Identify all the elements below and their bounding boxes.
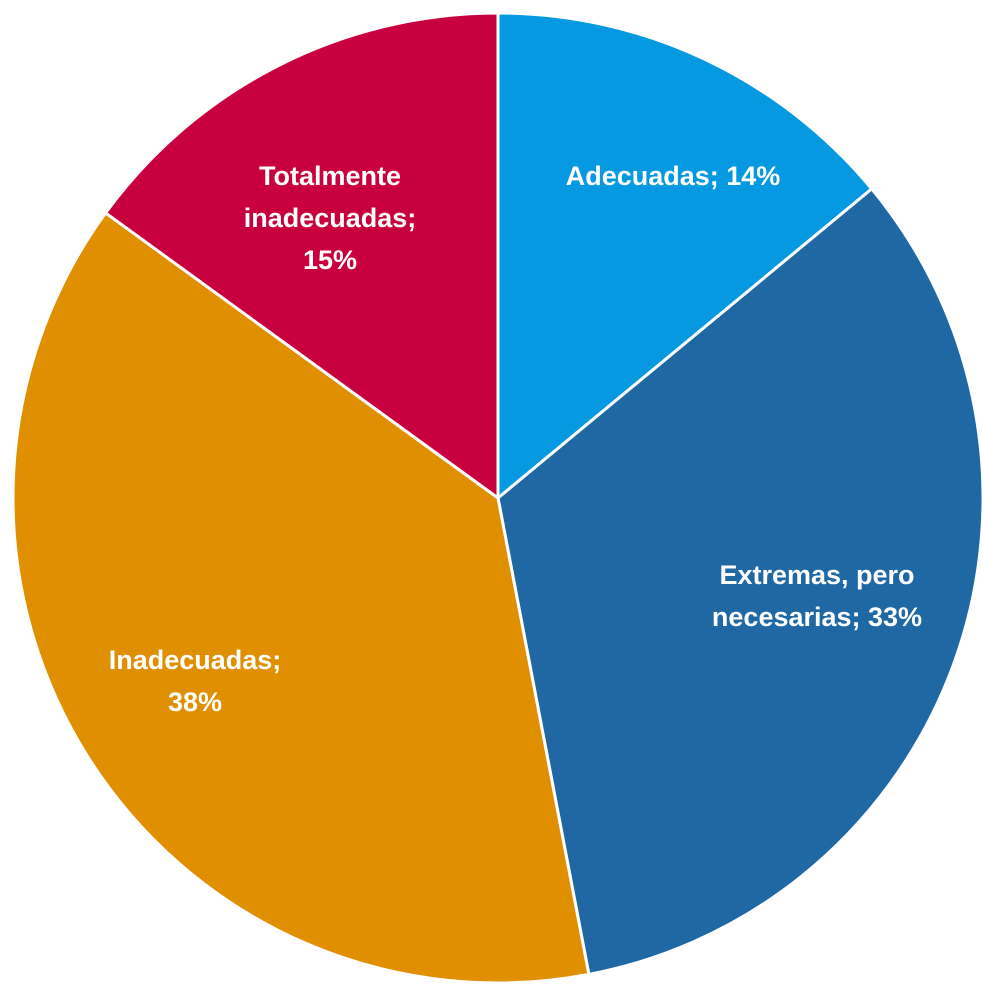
data-label-line: Inadecuadas; xyxy=(109,645,282,675)
data-label: Inadecuadas; 38% xyxy=(109,645,282,717)
pie-slice xyxy=(103,11,500,501)
data-label-line: Totalmente xyxy=(259,161,401,191)
data-label: Adecuadas; 14% xyxy=(566,161,781,191)
data-label-line: Extremas, pero xyxy=(719,560,914,590)
data-label-line: necesarias; 33% xyxy=(712,602,922,632)
data-label: Totalmente inadecuadas; 15% xyxy=(244,161,417,275)
pie-slice xyxy=(496,11,874,502)
data-label-line: Adecuadas; 14% xyxy=(566,161,781,191)
pie-slice xyxy=(496,186,982,977)
pie-slice xyxy=(11,210,591,985)
data-label-line: inadecuadas; xyxy=(244,203,417,233)
data-label-line: 15% xyxy=(303,245,357,275)
data-label: Extremas, pero necesarias; 33% xyxy=(712,560,922,632)
data-label-line: 38% xyxy=(168,687,222,717)
